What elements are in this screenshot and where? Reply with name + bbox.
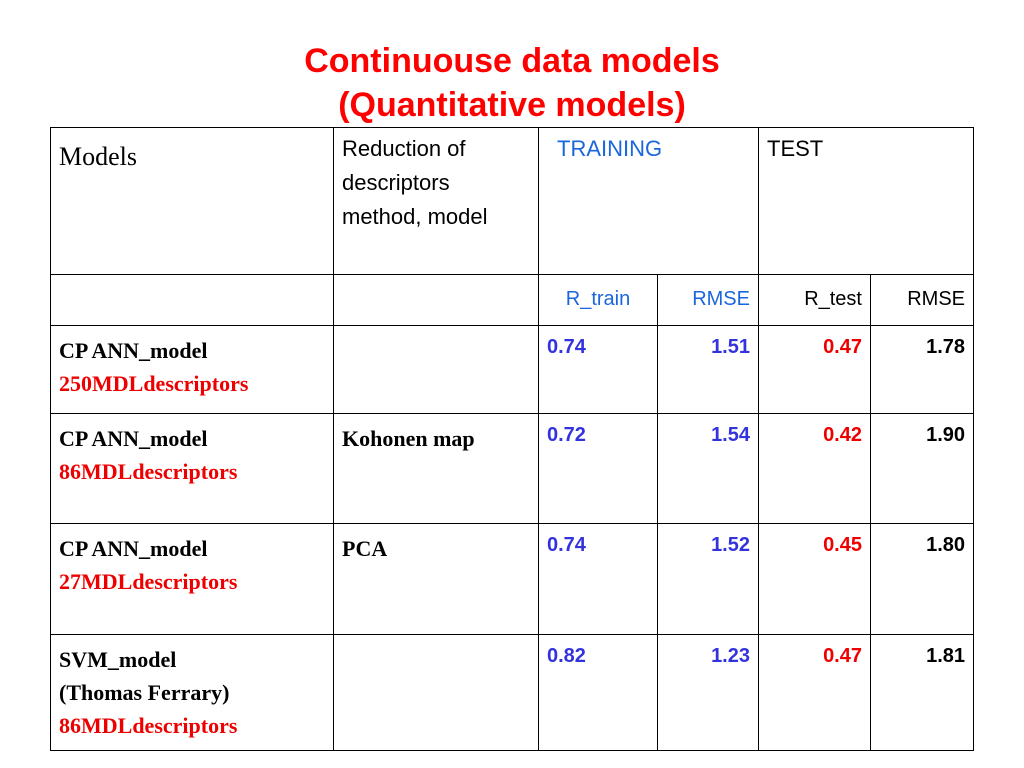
model-cell: CP ANN_model 86MDLdescriptors xyxy=(50,413,334,524)
model-name: CP ANN_model xyxy=(59,426,208,451)
r-train: 0.72 xyxy=(538,413,658,524)
reduction-cell xyxy=(333,325,539,414)
data-row: CP ANN_model 250MDLdescriptors 0.74 1.51 0.4… xyxy=(50,325,975,414)
r-train: 0.74 xyxy=(538,325,658,414)
r-test: 0.47 xyxy=(758,325,871,414)
model-cell: SVM_model (Thomas Ferrary) 86MDLdescriptor… xyxy=(50,634,334,751)
data-row: CP ANN_model 86MDLdescriptors Kohonen map 0… xyxy=(50,413,975,524)
model-name: CP ANN_model xyxy=(59,536,208,561)
reduction-cell xyxy=(333,634,539,751)
header-cell: Models xyxy=(50,127,334,275)
model-name: SVM_model xyxy=(59,647,177,672)
model-cell: CP ANN_model 27MDLdescriptors xyxy=(50,523,334,635)
rmse-train: 1.51 xyxy=(657,325,759,414)
r-test: 0.42 xyxy=(758,413,871,524)
data-row: SVM_model (Thomas Ferrary) 86MDLdescriptor… xyxy=(50,634,975,751)
descriptor-count: 27MDLdescriptors xyxy=(59,569,238,594)
model-name: CP ANN_model xyxy=(59,338,208,363)
rmse-train: 1.52 xyxy=(657,523,759,635)
rmse-test: 1.78 xyxy=(869,325,975,414)
data-row: CP ANN_model 27MDLdescriptors PCA 0.74 1.52 0… xyxy=(50,523,975,635)
subheader-cell: RMSE xyxy=(869,274,975,326)
descriptor-count: 86MDLdescriptors xyxy=(59,459,238,484)
empty-cell xyxy=(333,274,539,326)
r-test: 0.45 xyxy=(758,523,871,635)
title: Continuouse data models xyxy=(304,42,720,80)
model-cell: CP ANN_model 250MDLdescriptors xyxy=(50,325,334,414)
rmse-test: 1.90 xyxy=(869,413,975,524)
subheader-cell: RMSE xyxy=(657,274,759,326)
r-train: 0.74 xyxy=(538,523,658,635)
r-test: 0.47 xyxy=(758,634,871,751)
rmse-test: 1.81 xyxy=(869,634,975,751)
title: (Quantitative models) xyxy=(338,86,686,124)
empty-cell xyxy=(50,274,334,326)
descriptor-count: 250MDLdescriptors xyxy=(59,371,249,396)
rmse-train: 1.23 xyxy=(657,634,759,751)
rmse-train: 1.54 xyxy=(657,413,759,524)
reduction-cell: Kohonen map xyxy=(333,413,539,524)
descriptor-count: 86MDLdescriptors xyxy=(59,713,238,738)
r-train: 0.82 xyxy=(538,634,658,751)
reduction-cell: PCA xyxy=(333,523,539,635)
header-cell: TRAINING xyxy=(538,127,759,275)
table-body: Models Reduction of descriptors method, … xyxy=(50,127,975,751)
model-name: (Thomas Ferrary) xyxy=(59,680,230,705)
subheader-cell: R_test xyxy=(758,274,871,326)
subheader-row: R_train RMSE R_test RMSE xyxy=(50,274,975,326)
results-table: Models Reduction of descriptors method, … xyxy=(50,127,975,751)
header-cell: Reduction of descriptors method, model xyxy=(333,127,539,275)
header-cell: TEST xyxy=(757,127,975,275)
subheader-cell: R_train xyxy=(538,274,658,326)
header-row: Models Reduction of descriptors method, … xyxy=(50,127,975,275)
rmse-test: 1.80 xyxy=(869,523,975,635)
